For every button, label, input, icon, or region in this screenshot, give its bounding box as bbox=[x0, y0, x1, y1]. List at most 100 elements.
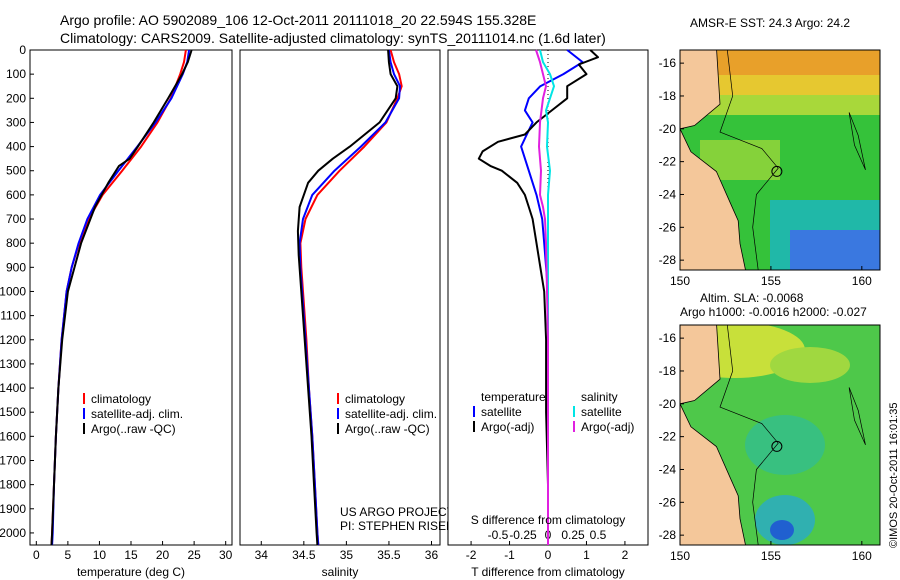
salinity-line-argorawqc bbox=[296, 49, 399, 546]
sst-argo-float-marker bbox=[771, 165, 783, 177]
temperature-xtick-label: 10 bbox=[93, 548, 107, 562]
project-annotation: US ARGO PROJECT bbox=[340, 505, 455, 519]
sst-lat-tick-label: -20 bbox=[659, 122, 677, 136]
sst-lat-tick-label: -18 bbox=[659, 89, 677, 103]
temperature-xtick-label: 20 bbox=[156, 548, 170, 562]
depth-tick-label: 1300 bbox=[0, 357, 26, 371]
salinity-xtick-label: 35.5 bbox=[377, 548, 401, 562]
sla-lat-tick-label: -18 bbox=[659, 364, 677, 378]
salinity-difference-tick-label: 0.5 bbox=[590, 528, 607, 542]
depth-tick-label: 800 bbox=[6, 236, 26, 250]
temperature-panel-frame bbox=[29, 49, 233, 546]
salinity-xtick-label: 34 bbox=[255, 548, 269, 562]
depth-tick-label: 1700 bbox=[0, 453, 26, 467]
sla-lat-tick-label: -24 bbox=[659, 462, 677, 476]
temperature-xtick-label: 15 bbox=[124, 548, 138, 562]
sla-lower-patch bbox=[755, 495, 815, 545]
temperature-legend-title: temperature bbox=[481, 390, 546, 404]
sla-map-title: Altim. SLA: -0.0068 bbox=[700, 291, 804, 305]
depth-tick-label: 0 bbox=[19, 43, 26, 57]
sst-lon-tick-label: 160 bbox=[852, 274, 872, 288]
sst-lat-tick-label: -28 bbox=[659, 253, 677, 267]
salinity-xtick-label: 34.5 bbox=[292, 548, 316, 562]
sst-map-frame bbox=[679, 49, 881, 271]
temperature-xtick-label: 25 bbox=[187, 548, 201, 562]
temperature-legend-item-label: satellite-adj. clim. bbox=[91, 407, 183, 421]
sst-blue-band bbox=[790, 230, 880, 270]
depth-tick-label: 100 bbox=[6, 67, 26, 81]
temperature-difference-xtick-label: -1 bbox=[504, 548, 515, 562]
salinity-legend-item-label: satellite-adj. clim. bbox=[345, 407, 437, 421]
sst-land-mass bbox=[680, 50, 746, 270]
depth-tick-label: 900 bbox=[6, 260, 26, 274]
salinity-difference-axis-label: S difference from climatology bbox=[471, 513, 626, 527]
salinity-legend-item-label: Argo(..raw -QC) bbox=[345, 422, 430, 436]
salinity-difference-tick-label: 0.25 bbox=[561, 528, 585, 542]
sst-lat-tick-label: -24 bbox=[659, 187, 677, 201]
sst-lime-band bbox=[680, 95, 880, 115]
depth-tick-label: 1500 bbox=[0, 405, 26, 419]
temperature-xtick-label: 5 bbox=[65, 548, 72, 562]
salinity-legend-item-label: climatology bbox=[345, 392, 405, 406]
depth-tick-label: 1800 bbox=[0, 478, 26, 492]
temperature-line-argorawqc bbox=[50, 49, 193, 546]
sla-lat-tick-label: -26 bbox=[659, 495, 677, 509]
sst-lat-tick-label: -16 bbox=[659, 56, 677, 70]
temperature-xtick-label: 30 bbox=[219, 548, 233, 562]
sla-lon-tick-label: 150 bbox=[670, 549, 690, 563]
depth-tick-label: 1900 bbox=[0, 502, 26, 516]
salinity-xtick-label: 36 bbox=[425, 548, 439, 562]
difference-legend-t-argo-label: Argo(-adj) bbox=[481, 420, 534, 434]
difference-line-tsatellite bbox=[520, 49, 584, 292]
difference-legend-s-satellite-label: satellite bbox=[581, 405, 622, 419]
temperature-xtick-label: 0 bbox=[33, 548, 40, 562]
depth-tick-label: 1400 bbox=[0, 381, 26, 395]
salinity-difference-tick-label: -0.25 bbox=[509, 528, 537, 542]
temperature-difference-xtick-label: -2 bbox=[466, 548, 477, 562]
sla-seamount-contour bbox=[848, 387, 866, 446]
depth-tick-label: 200 bbox=[6, 91, 26, 105]
salinity-xtick-label: 35 bbox=[340, 548, 354, 562]
sst-map-title: AMSR-E SST: 24.3 Argo: 24.2 bbox=[690, 16, 851, 30]
sla-lat-tick-label: -22 bbox=[659, 430, 677, 444]
depth-tick-label: 600 bbox=[6, 188, 26, 202]
temperature-difference-xtick-label: 0 bbox=[545, 548, 552, 562]
salinity-legend-title: salinity bbox=[581, 390, 618, 404]
sst-lat-tick-label: -22 bbox=[659, 155, 677, 169]
sst-map-field bbox=[680, 50, 880, 270]
figure-title-line-2: Climatology: CARS2009. Satellite-adjuste… bbox=[60, 30, 606, 46]
depth-tick-label: 400 bbox=[6, 140, 26, 154]
sla-lon-tick-label: 155 bbox=[761, 549, 781, 563]
sla-bathymetry-contour bbox=[719, 325, 779, 545]
difference-legend-s-argo-label: Argo(-adj) bbox=[581, 420, 634, 434]
temperature-difference-xtick-label: 1 bbox=[583, 548, 590, 562]
depth-tick-label: 300 bbox=[6, 115, 26, 129]
sla-lat-tick-label: -16 bbox=[659, 331, 677, 345]
sst-lon-tick-label: 150 bbox=[670, 274, 690, 288]
pi-annotation: PI: STEPHEN RISER bbox=[340, 519, 455, 533]
sst-lon-tick-label: 155 bbox=[761, 274, 781, 288]
temperature-difference-axis-label: T difference from climatology bbox=[471, 565, 625, 579]
salinity-difference-tick-label: -0.5 bbox=[488, 528, 509, 542]
salinity-panel-frame bbox=[239, 49, 441, 546]
depth-tick-label: 700 bbox=[6, 212, 26, 226]
sla-land-mass bbox=[680, 325, 746, 545]
temperature-legend-item-label: climatology bbox=[91, 392, 151, 406]
sla-low-patch bbox=[745, 415, 825, 475]
sla-map-frame bbox=[679, 324, 881, 546]
sla-lat-tick-label: -28 bbox=[659, 528, 677, 542]
difference-legend-t-satellite-label: satellite bbox=[481, 405, 522, 419]
temperature-axis-label: temperature (deg C) bbox=[77, 565, 185, 579]
sst-seamount-contour bbox=[848, 112, 866, 171]
depth-tick-label: 1100 bbox=[0, 309, 26, 323]
sla-lon-tick-label: 160 bbox=[852, 549, 872, 563]
sla-map-field bbox=[680, 325, 880, 545]
sla-lat-tick-label: -20 bbox=[659, 397, 677, 411]
salinity-axis-label: salinity bbox=[322, 565, 359, 579]
depth-tick-label: 1200 bbox=[0, 333, 26, 347]
depth-tick-label: 1000 bbox=[0, 284, 26, 298]
temperature-difference-xtick-label: 2 bbox=[622, 548, 629, 562]
depth-tick-label: 2000 bbox=[0, 526, 26, 540]
figure-title-line-1: Argo profile: AO 5902089_106 12-Oct-2011… bbox=[60, 12, 537, 28]
